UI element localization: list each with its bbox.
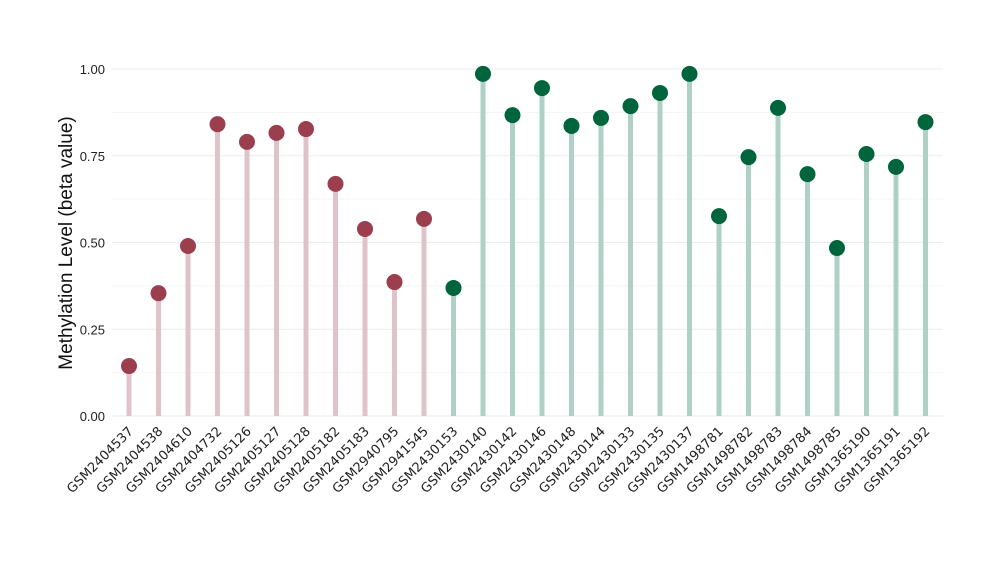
lollipop-point	[239, 133, 255, 150]
lollipop-point	[652, 84, 668, 101]
lollipop-point	[298, 121, 314, 138]
lollipop-point	[416, 210, 432, 227]
lollipop-point	[268, 124, 285, 141]
lollipop-point	[858, 146, 875, 163]
lollipop-marks	[121, 65, 934, 416]
y-tick-label: 1.00	[80, 62, 105, 77]
lollipop-point	[150, 285, 167, 302]
lollipop-point	[475, 65, 491, 82]
y-tick-label: 0.00	[80, 409, 105, 424]
lollipop-point	[593, 109, 609, 126]
lollipop-point	[622, 98, 639, 115]
lollipop-point	[681, 65, 698, 82]
lollipop-point	[770, 99, 786, 116]
x-axis: GSM2404537GSM2404538GSM2404610GSM2404732…	[64, 424, 933, 496]
lollipop-point	[386, 274, 403, 291]
lollipop-point	[829, 240, 845, 257]
lollipop-point	[357, 220, 373, 237]
lollipop-point	[740, 149, 757, 166]
lollipop-point	[711, 208, 727, 225]
lollipop-point	[180, 237, 196, 254]
lollipop-point	[563, 117, 580, 134]
lollipop-point	[534, 80, 550, 97]
lollipop-point	[327, 175, 344, 192]
lollipop-point	[445, 279, 462, 296]
grid-lines	[112, 68, 943, 417]
lollipop-point	[504, 107, 521, 124]
y-axis: 0.00 0.25 0.50 0.75 1.00	[80, 62, 105, 424]
y-tick-label: 0.25	[80, 322, 105, 337]
lollipop-point	[121, 358, 137, 375]
lollipop-point	[799, 166, 816, 183]
lollipop-point	[888, 158, 904, 175]
lollipop-point	[209, 116, 226, 133]
y-tick-label: 0.50	[80, 236, 105, 251]
lollipop-point	[917, 114, 934, 131]
y-tick-label: 0.75	[80, 149, 105, 164]
y-axis-title: Methylation Level (beta value)	[56, 116, 77, 369]
